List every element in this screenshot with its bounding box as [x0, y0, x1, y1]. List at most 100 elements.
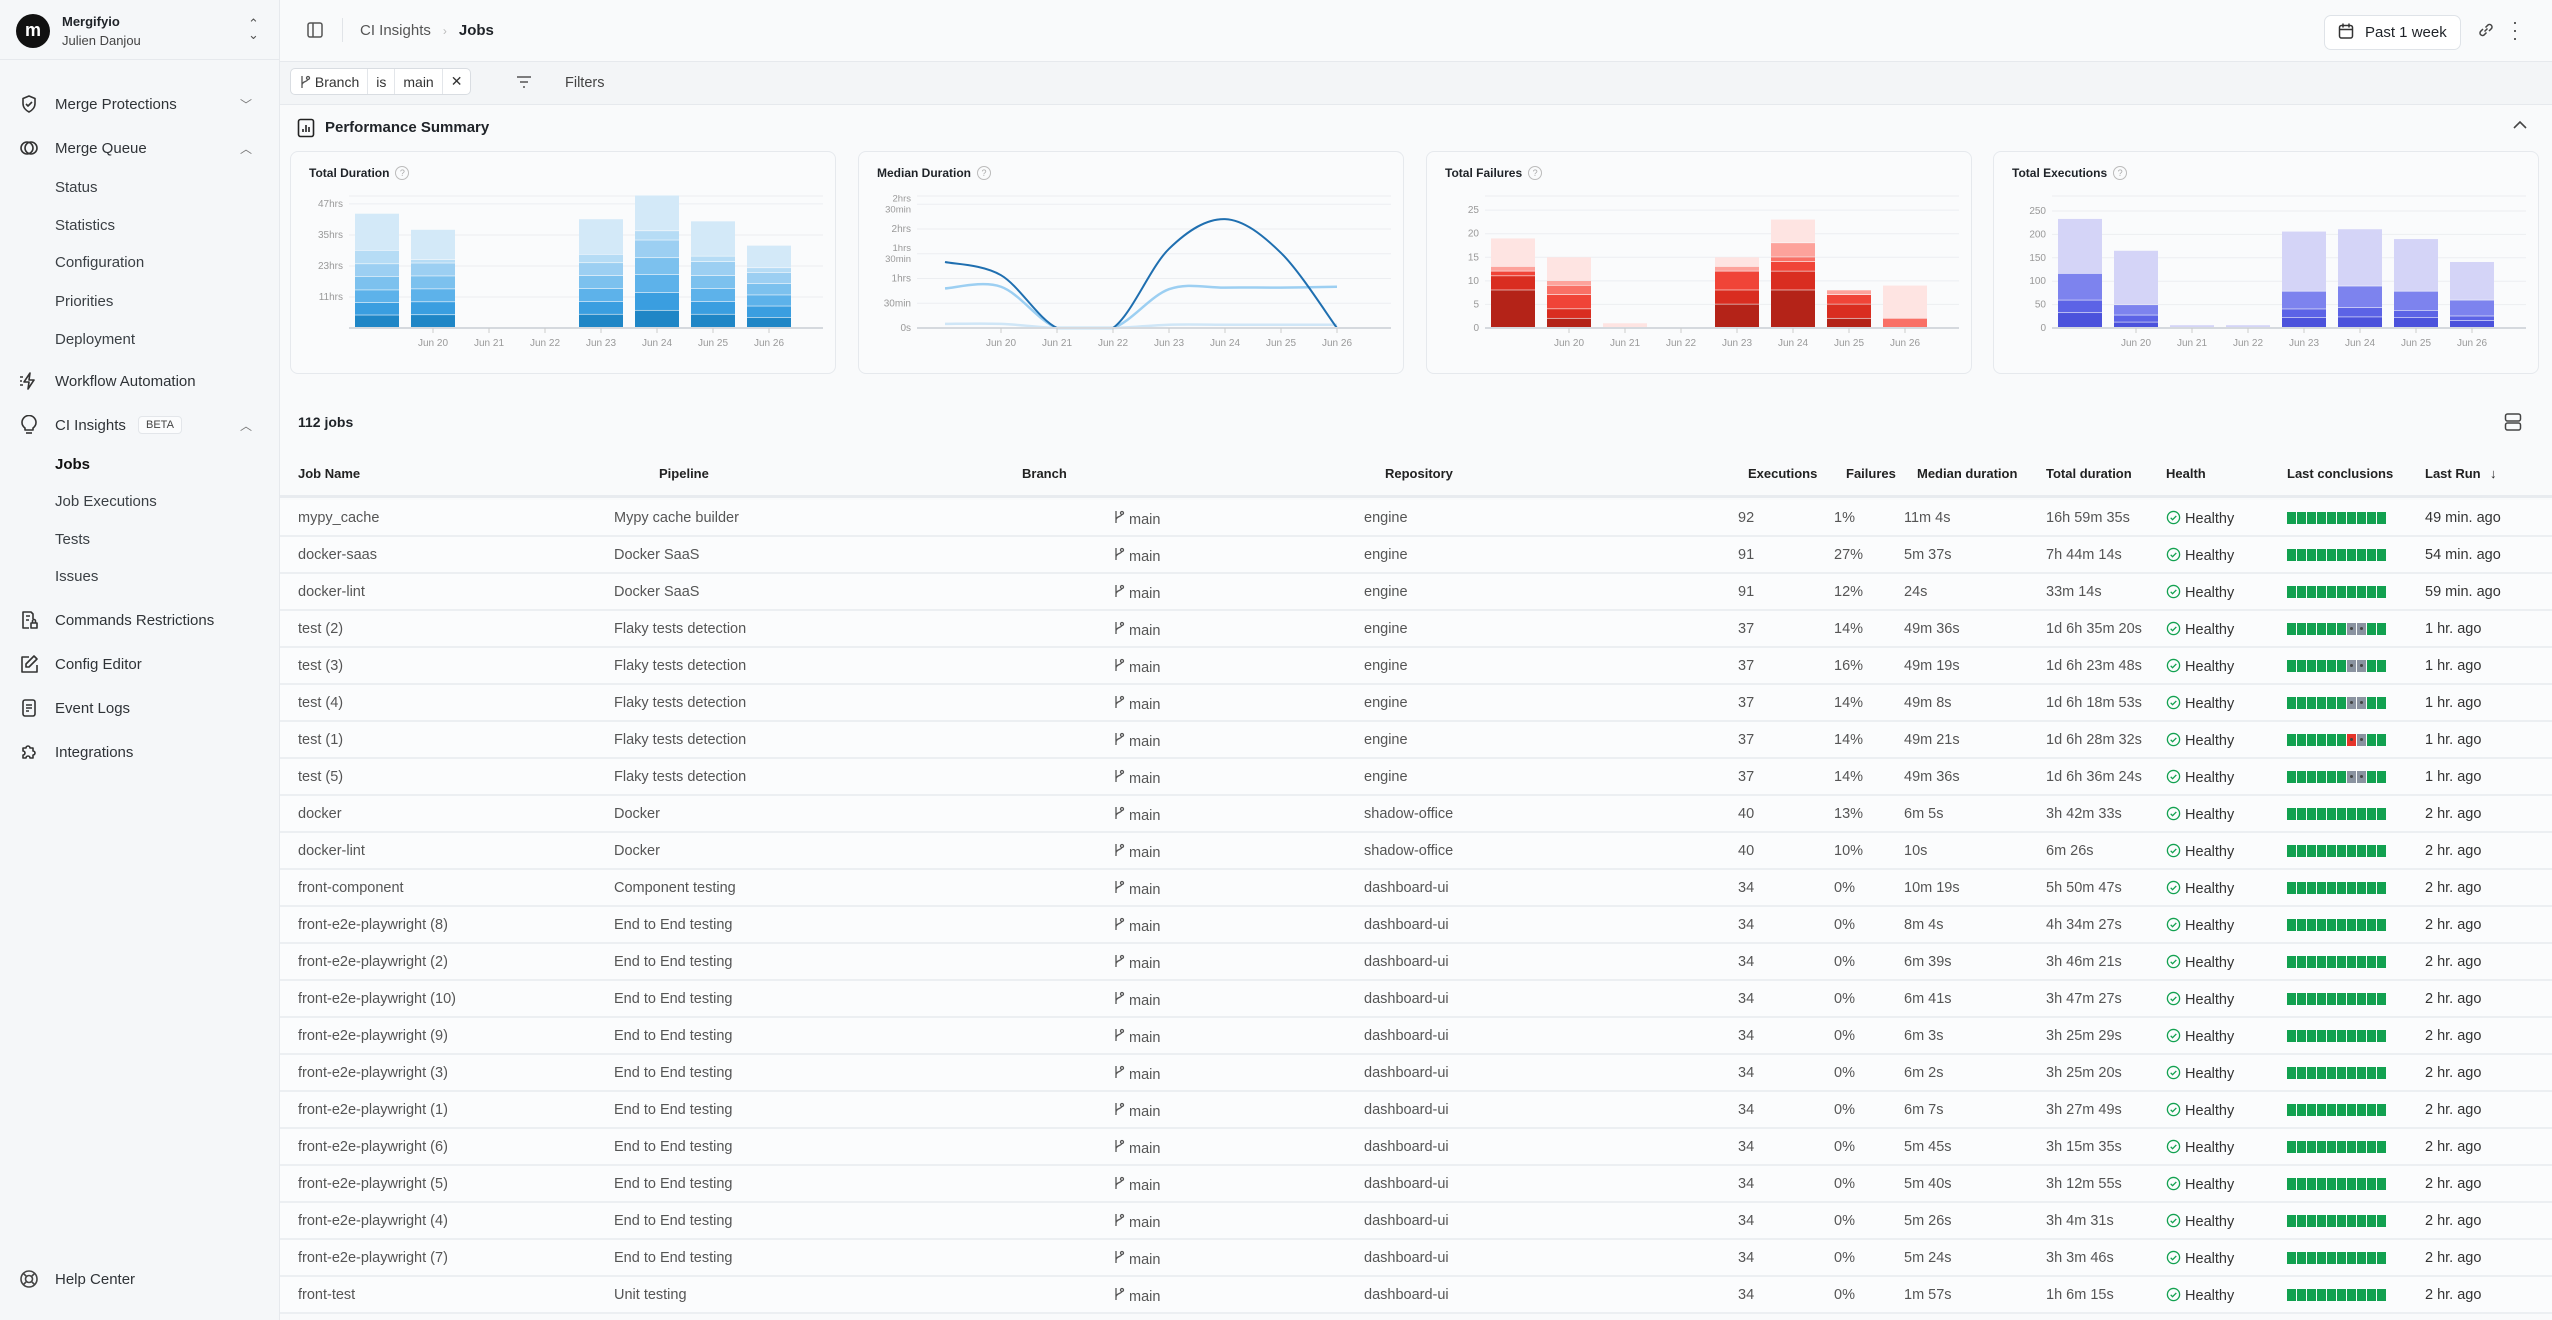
- conclusion-success[interactable]: [2357, 993, 2366, 1005]
- density-toggle-icon[interactable]: [2504, 412, 2522, 437]
- conclusion-success[interactable]: [2307, 808, 2316, 820]
- conclusion-success[interactable]: [2287, 993, 2296, 1005]
- conclusion-success[interactable]: [2317, 1030, 2326, 1042]
- conclusion-success[interactable]: [2347, 1141, 2356, 1153]
- conclusion-success[interactable]: [2297, 882, 2306, 894]
- conclusion-success[interactable]: [2317, 549, 2326, 561]
- conclusion-success[interactable]: [2377, 845, 2386, 857]
- conclusion-success[interactable]: [2347, 845, 2356, 857]
- conclusion-success[interactable]: [2287, 845, 2296, 857]
- conclusion-success[interactable]: [2377, 660, 2386, 672]
- chevron-up-down-icon[interactable]: ⌃ ⌄: [248, 16, 259, 42]
- conclusion-skipped[interactable]: [2347, 697, 2356, 709]
- conclusion-success[interactable]: [2327, 697, 2336, 709]
- conclusion-success[interactable]: [2377, 586, 2386, 598]
- conclusion-success[interactable]: [2347, 993, 2356, 1005]
- sidebar-item-deployment[interactable]: Deployment: [0, 322, 280, 356]
- conclusion-success[interactable]: [2287, 771, 2296, 783]
- conclusion-success[interactable]: [2307, 919, 2316, 931]
- table-row[interactable]: front-e2e-playwright (2) End to End testi…: [280, 944, 2552, 981]
- conclusion-success[interactable]: [2317, 623, 2326, 635]
- conclusion-success[interactable]: [2327, 1030, 2336, 1042]
- conclusion-success[interactable]: [2377, 1178, 2386, 1190]
- conclusion-success[interactable]: [2367, 1215, 2376, 1227]
- conclusion-success[interactable]: [2347, 1178, 2356, 1190]
- conclusion-success[interactable]: [2297, 808, 2306, 820]
- filters-button[interactable]: Filters: [565, 75, 605, 91]
- conclusion-success[interactable]: [2357, 919, 2366, 931]
- conclusion-success[interactable]: [2317, 660, 2326, 672]
- conclusion-success[interactable]: [2317, 586, 2326, 598]
- breadcrumb-ci-insights[interactable]: CI Insights: [360, 22, 431, 39]
- conclusion-success[interactable]: [2367, 1104, 2376, 1116]
- column-header-health[interactable]: Health: [2166, 466, 2206, 481]
- conclusion-success[interactable]: [2317, 697, 2326, 709]
- conclusion-success[interactable]: [2297, 660, 2306, 672]
- conclusion-success[interactable]: [2347, 1067, 2356, 1079]
- conclusion-success[interactable]: [2337, 660, 2346, 672]
- table-row[interactable]: docker-saas Docker SaaS main engine 91 27% 5m…: [280, 537, 2552, 574]
- conclusion-success[interactable]: [2287, 623, 2296, 635]
- conclusion-success[interactable]: [2367, 1178, 2376, 1190]
- table-row[interactable]: front-e2e-playwright (9) End to End testi…: [280, 1018, 2552, 1055]
- conclusion-skipped[interactable]: [2347, 623, 2356, 635]
- sidebar-item-status[interactable]: Status: [0, 170, 280, 204]
- conclusion-success[interactable]: [2367, 623, 2376, 635]
- conclusion-success[interactable]: [2317, 882, 2326, 894]
- conclusion-success[interactable]: [2297, 1030, 2306, 1042]
- conclusion-success[interactable]: [2327, 808, 2336, 820]
- conclusion-success[interactable]: [2297, 697, 2306, 709]
- conclusion-success[interactable]: [2367, 808, 2376, 820]
- column-header-branch[interactable]: Branch: [1022, 466, 1067, 481]
- conclusion-success[interactable]: [2337, 956, 2346, 968]
- sidebar-item-priorities[interactable]: Priorities: [0, 284, 280, 318]
- conclusion-success[interactable]: [2317, 919, 2326, 931]
- conclusion-success[interactable]: [2337, 586, 2346, 598]
- conclusion-success[interactable]: [2377, 1067, 2386, 1079]
- conclusion-success[interactable]: [2357, 1141, 2366, 1153]
- conclusion-success[interactable]: [2287, 660, 2296, 672]
- conclusion-success[interactable]: [2307, 1067, 2316, 1079]
- conclusion-success[interactable]: [2337, 1067, 2346, 1079]
- conclusion-success[interactable]: [2357, 549, 2366, 561]
- conclusion-success[interactable]: [2367, 993, 2376, 1005]
- conclusion-success[interactable]: [2317, 512, 2326, 524]
- table-row[interactable]: front-e2e-playwright (7) End to End testi…: [280, 1240, 2552, 1277]
- table-row[interactable]: mypy_cache Mypy cache builder main engine 9…: [280, 500, 2552, 537]
- conclusion-success[interactable]: [2377, 1215, 2386, 1227]
- conclusion-success[interactable]: [2377, 771, 2386, 783]
- conclusion-success[interactable]: [2317, 1252, 2326, 1264]
- sidebar-item-event-logs[interactable]: Event Logs: [0, 691, 280, 725]
- conclusion-success[interactable]: [2357, 512, 2366, 524]
- conclusion-success[interactable]: [2307, 1215, 2316, 1227]
- conclusion-failure[interactable]: [2347, 734, 2356, 746]
- conclusion-success[interactable]: [2297, 956, 2306, 968]
- conclusion-success[interactable]: [2297, 1215, 2306, 1227]
- column-header-last-conclusions[interactable]: Last conclusions: [2287, 466, 2394, 481]
- conclusion-skipped[interactable]: [2357, 623, 2366, 635]
- conclusion-success[interactable]: [2347, 512, 2356, 524]
- conclusion-skipped[interactable]: [2357, 697, 2366, 709]
- conclusion-success[interactable]: [2337, 882, 2346, 894]
- column-header-job-name[interactable]: Job Name: [298, 466, 361, 481]
- conclusion-success[interactable]: [2377, 1252, 2386, 1264]
- conclusion-success[interactable]: [2367, 1141, 2376, 1153]
- help-icon[interactable]: ?: [2113, 166, 2128, 180]
- conclusion-success[interactable]: [2367, 660, 2376, 672]
- conclusion-success[interactable]: [2317, 1104, 2326, 1116]
- conclusion-success[interactable]: [2307, 1141, 2316, 1153]
- conclusion-success[interactable]: [2307, 1289, 2316, 1301]
- conclusion-success[interactable]: [2297, 771, 2306, 783]
- sidebar-item-integrations[interactable]: Integrations: [0, 735, 280, 769]
- conclusion-success[interactable]: [2347, 1252, 2356, 1264]
- conclusion-success[interactable]: [2327, 882, 2336, 894]
- conclusion-success[interactable]: [2337, 1104, 2346, 1116]
- sidebar-item-ci-insights[interactable]: CI Insights BETA ︿: [0, 408, 280, 442]
- conclusion-success[interactable]: [2297, 623, 2306, 635]
- conclusion-success[interactable]: [2307, 882, 2316, 894]
- conclusion-skipped[interactable]: [2357, 734, 2366, 746]
- conclusion-success[interactable]: [2367, 549, 2376, 561]
- conclusion-success[interactable]: [2297, 734, 2306, 746]
- conclusion-success[interactable]: [2287, 1289, 2296, 1301]
- conclusion-success[interactable]: [2357, 1252, 2366, 1264]
